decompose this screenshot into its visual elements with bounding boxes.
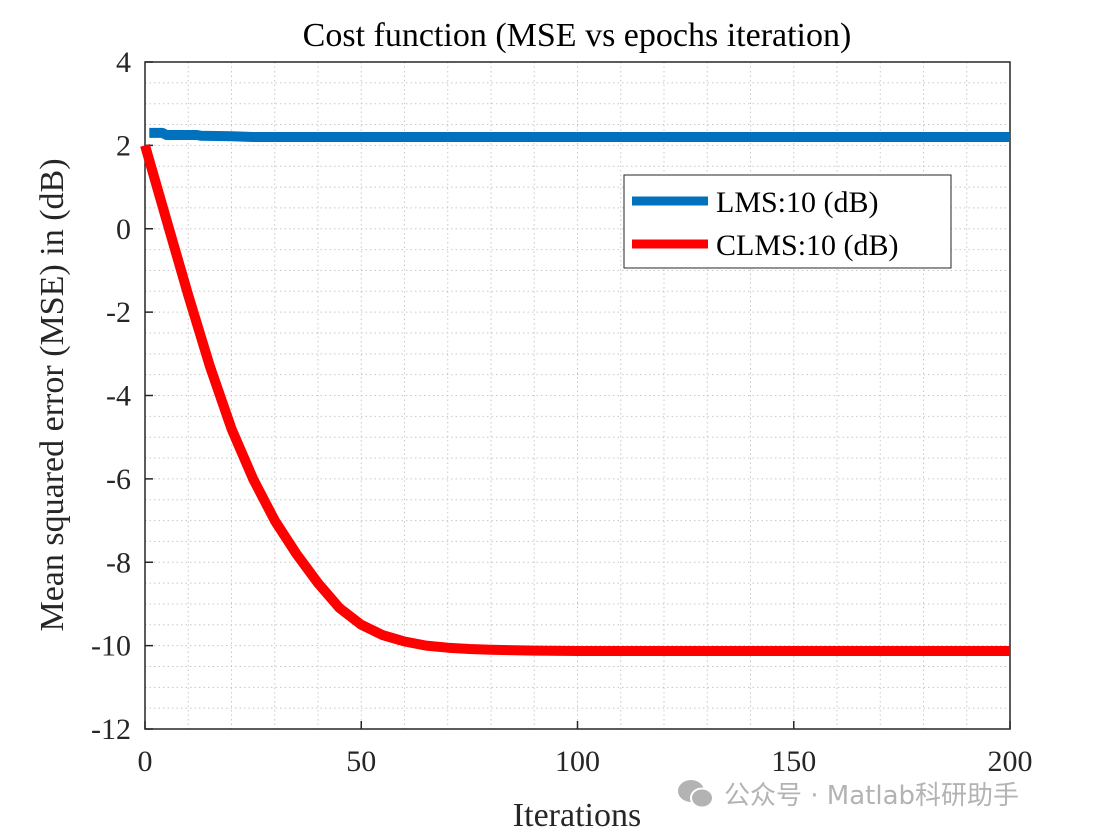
- chart-title: Cost function (MSE vs epochs iteration): [303, 17, 852, 54]
- x-tick-label: 0: [138, 745, 153, 778]
- y-tick-label: -12: [91, 713, 131, 746]
- grid: [145, 62, 1010, 729]
- y-tick-label: -6: [106, 463, 131, 496]
- y-tick-label: 4: [116, 46, 131, 79]
- y-tick-label: -2: [106, 296, 131, 329]
- watermark-text: 公众号 · Matlab科研助手: [724, 781, 1020, 811]
- watermark: 公众号 · Matlab科研助手: [676, 775, 1019, 812]
- legend-box: [623, 174, 952, 269]
- y-axis-label: Mean squared error (MSE) in (dB): [34, 158, 71, 631]
- series-line-clms: [140, 144, 1010, 656]
- series-line-lms: [149, 127, 1010, 142]
- y-tick-label: 2: [116, 129, 131, 162]
- legend-label-lms: LMS:10 (dB): [716, 186, 879, 219]
- axis-ticks: 0 50 100 150 200 4 2 0 -2 -4 -6 -8 -10 -12: [91, 46, 1033, 778]
- legend-label-clms: CLMS:10 (dB): [716, 229, 899, 262]
- x-tick-label: 150: [771, 745, 816, 778]
- x-tick-label: 50: [346, 745, 376, 778]
- y-tick-label: 0: [116, 213, 131, 246]
- legend: LMS:10 (dB) CLMS:10 (dB): [623, 174, 952, 269]
- y-tick-label: -8: [106, 546, 131, 579]
- wechat-icon: [678, 779, 714, 808]
- y-tick-label: -10: [91, 630, 131, 663]
- series-lines: [140, 127, 1010, 656]
- x-axis-label: Iterations: [513, 797, 641, 834]
- x-tick-label: 100: [555, 745, 600, 778]
- y-tick-label: -4: [106, 380, 131, 413]
- x-tick-label: 200: [988, 745, 1033, 778]
